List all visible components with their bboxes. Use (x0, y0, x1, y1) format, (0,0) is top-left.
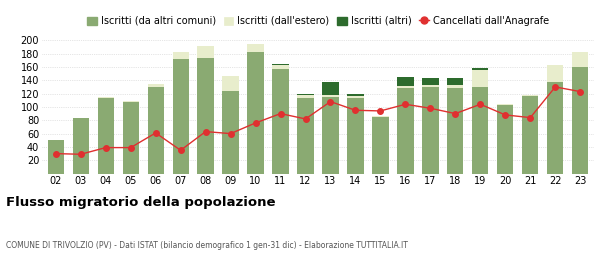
Bar (173, 52, 189, 59)
Bar (422, 78, 439, 85)
Bar (572, 67, 589, 174)
Bar (472, 70, 488, 87)
Bar (272, 64, 289, 65)
Bar (322, 97, 338, 174)
Bar (122, 101, 139, 102)
Bar (347, 98, 364, 174)
Bar (47, 140, 64, 174)
Bar (247, 44, 263, 52)
Legend: Iscritti (da altri comuni), Iscritti (dall'estero), Iscritti (altri), Cancellati: Iscritti (da altri comuni), Iscritti (da… (87, 16, 549, 26)
Text: COMUNE DI TRIVOLZIO (PV) - Dati ISTAT (bilancio demografico 1 gen-31 dic) - Elab: COMUNE DI TRIVOLZIO (PV) - Dati ISTAT (b… (6, 241, 408, 250)
Bar (397, 88, 413, 174)
Bar (397, 77, 413, 86)
Text: Flusso migratorio della popolazione: Flusso migratorio della popolazione (6, 196, 275, 209)
Bar (422, 85, 439, 87)
Bar (98, 98, 114, 174)
Bar (197, 46, 214, 58)
Bar (497, 104, 514, 105)
Bar (472, 87, 488, 174)
Bar (98, 97, 114, 98)
Bar (197, 58, 214, 174)
Bar (298, 95, 314, 98)
Bar (497, 105, 514, 174)
Bar (547, 65, 563, 81)
Bar (298, 98, 314, 174)
Bar (247, 52, 263, 174)
Bar (322, 95, 338, 97)
Bar (522, 95, 538, 174)
Bar (347, 95, 364, 98)
Bar (272, 69, 289, 174)
Bar (322, 82, 338, 95)
Bar (422, 87, 439, 174)
Bar (373, 117, 389, 174)
Bar (298, 94, 314, 95)
Bar (223, 91, 239, 174)
Bar (148, 84, 164, 87)
Bar (447, 78, 463, 85)
Bar (572, 52, 589, 67)
Bar (347, 94, 364, 95)
Bar (373, 116, 389, 117)
Bar (122, 102, 139, 174)
Bar (447, 85, 463, 88)
Bar (272, 65, 289, 69)
Bar (447, 88, 463, 174)
Bar (472, 68, 488, 70)
Bar (73, 118, 89, 174)
Bar (547, 81, 563, 174)
Bar (397, 86, 413, 88)
Bar (223, 76, 239, 91)
Bar (148, 87, 164, 174)
Bar (173, 59, 189, 174)
